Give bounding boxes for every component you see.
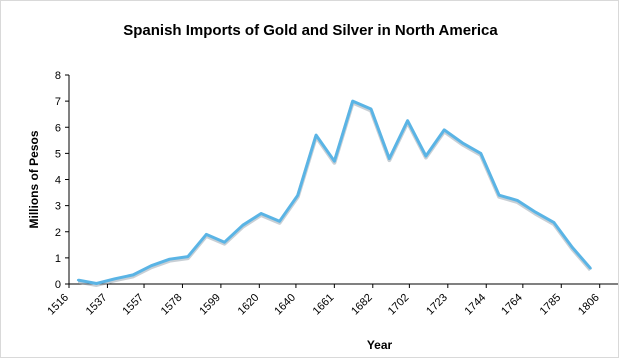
data-point xyxy=(131,273,135,277)
data-point xyxy=(95,282,98,285)
data-point xyxy=(113,277,116,280)
x-axis-title: Year xyxy=(367,338,393,352)
data-point xyxy=(314,133,318,137)
data-point xyxy=(205,233,208,236)
x-tick-label: 1702 xyxy=(386,292,412,318)
y-tick-label: 7 xyxy=(55,96,61,108)
x-tick-label: 1557 xyxy=(120,292,146,318)
data-point xyxy=(424,154,428,158)
data-point xyxy=(461,141,464,145)
y-tick-label: 1 xyxy=(55,253,61,265)
y-axis-title: Millions of Pesos xyxy=(27,130,41,228)
x-tick-label: 1785 xyxy=(538,292,564,318)
series-layer xyxy=(76,99,593,287)
data-point xyxy=(406,119,409,122)
data-point xyxy=(534,210,537,214)
y-tick-label: 6 xyxy=(55,122,61,134)
y-tick-label: 0 xyxy=(55,279,61,291)
data-point xyxy=(76,278,80,282)
axes xyxy=(68,75,618,285)
data-point xyxy=(333,160,336,163)
y-tick-label: 8 xyxy=(55,70,61,82)
data-point xyxy=(259,212,263,215)
data-point xyxy=(497,193,501,197)
x-tick-label: 1682 xyxy=(349,292,375,318)
chart-title: Spanish Imports of Gold and Silver in No… xyxy=(123,22,498,39)
x-tick-label: 1744 xyxy=(463,292,489,318)
data-point xyxy=(168,257,171,261)
data-point xyxy=(516,199,519,202)
data-point xyxy=(296,193,299,197)
data-point xyxy=(442,128,446,132)
x-tick-label: 1806 xyxy=(576,292,602,318)
y-tick-label: 2 xyxy=(55,227,61,239)
x-tick-label: 1723 xyxy=(424,292,450,318)
x-ticks: 1516 1537 1557 1578 1599 1620 1640 1661 1682 1702… xyxy=(45,284,602,318)
data-point xyxy=(223,241,226,244)
data-point xyxy=(388,157,391,160)
y-tick-label: 3 xyxy=(55,201,61,213)
x-tick-label: 1764 xyxy=(499,292,525,318)
y-tick-label: 5 xyxy=(55,148,61,160)
data-point xyxy=(479,152,482,155)
x-tick-label: 1620 xyxy=(236,292,262,318)
data-point xyxy=(369,107,373,111)
data-point xyxy=(241,224,245,227)
data-point xyxy=(186,255,190,258)
x-tick-label: 1578 xyxy=(159,292,185,318)
series-line-shadow xyxy=(77,100,593,287)
x-tick-label: 1516 xyxy=(45,292,71,318)
data-point xyxy=(351,99,354,103)
series-line xyxy=(77,99,592,285)
x-tick-label: 1640 xyxy=(272,292,298,318)
data-point xyxy=(589,267,592,270)
data-point xyxy=(571,246,574,249)
x-tick-label: 1661 xyxy=(311,292,337,318)
x-tick-label: 1537 xyxy=(84,292,110,318)
x-tick-label: 1599 xyxy=(197,292,223,318)
data-point xyxy=(150,264,153,267)
y-tick-label: 4 xyxy=(55,175,61,187)
y-ticks: 0 1 2 3 4 5 6 7 8 xyxy=(55,70,69,291)
data-point xyxy=(278,220,281,223)
data-point xyxy=(552,221,556,224)
